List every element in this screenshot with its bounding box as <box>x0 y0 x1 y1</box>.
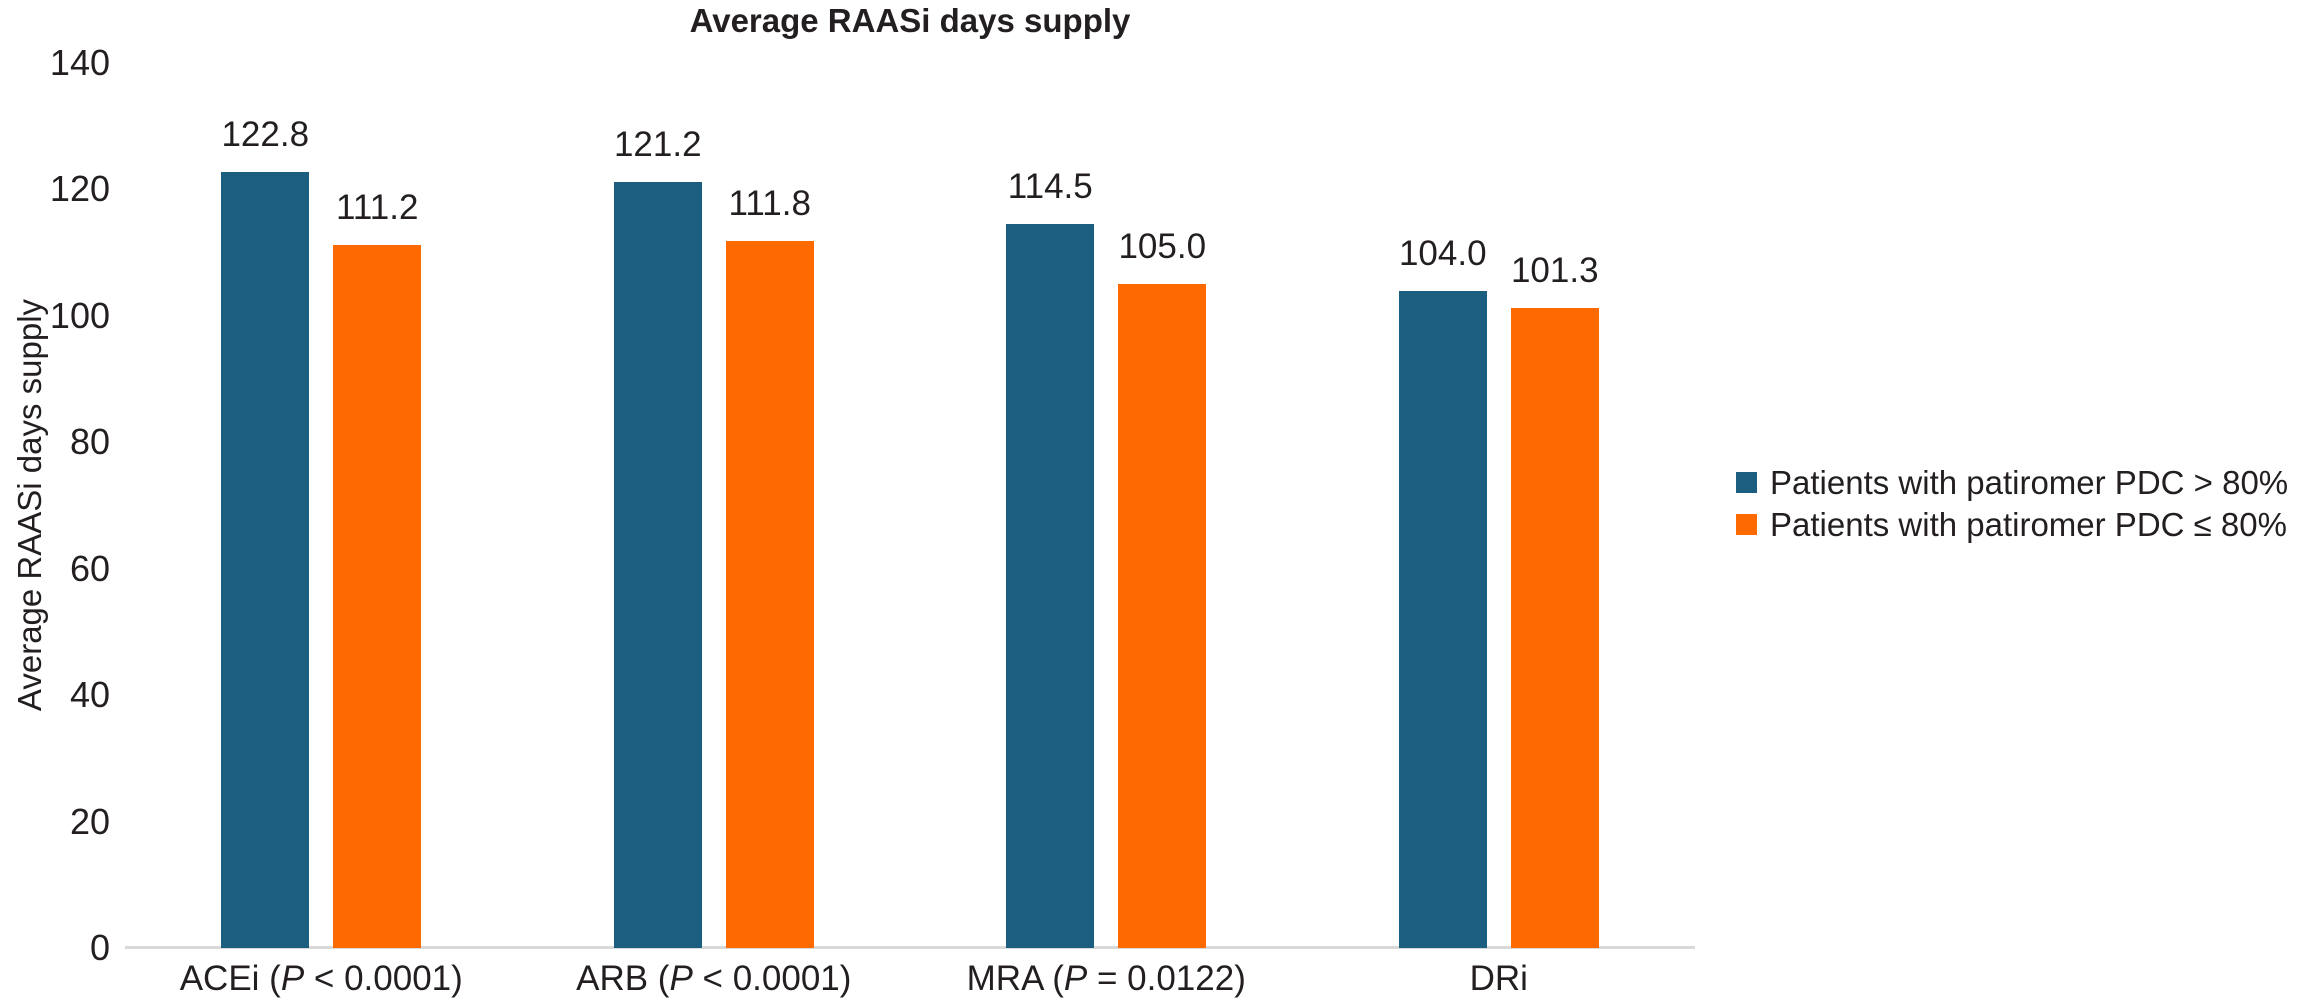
x-label-italic-p: P <box>669 959 693 998</box>
x-axis-label: ARB (P < 0.0001) <box>518 959 911 999</box>
x-label-italic-p: P <box>1063 959 1088 998</box>
bar <box>725 241 814 948</box>
bar <box>1398 290 1487 948</box>
legend-label: Patients with patiromer PDC ≤ 80% <box>1770 505 2287 543</box>
x-axis-label: MRA (P = 0.0122) <box>910 959 1303 999</box>
value-label: 122.8 <box>221 114 310 154</box>
legend-swatch-icon <box>1736 471 1757 493</box>
y-tick-label: 0 <box>89 927 110 968</box>
bar <box>613 181 702 948</box>
x-axis-labels: ACEi (P < 0.0001) ARB (P < 0.0001) MRA (P … <box>125 959 1696 1006</box>
y-tick-label: 40 <box>69 674 110 716</box>
legend-item: Patients with patiromer PDC > 80% <box>1736 461 2288 503</box>
value-label: 111.2 <box>336 188 419 228</box>
legend-swatch-icon <box>1736 513 1757 535</box>
value-label: 104.0 <box>1398 233 1487 273</box>
legend-label: Patients with patiromer PDC > 80% <box>1770 463 2289 501</box>
x-label-suffix: < 0.0001) <box>692 959 852 998</box>
bar <box>221 171 310 948</box>
bar <box>1118 284 1207 948</box>
x-axis-line <box>125 946 1695 949</box>
bar <box>1006 224 1095 948</box>
y-tick-label: 60 <box>69 547 110 589</box>
y-tick-label: 20 <box>69 800 110 842</box>
value-label: 111.8 <box>728 184 811 224</box>
x-label-prefix: ACEi ( <box>179 959 281 998</box>
plot-area: 122.8 111.2 121.2 111.8 114.5 105.0 104.0 101.3 <box>125 63 1695 948</box>
x-axis-label: DRi <box>1303 959 1696 999</box>
legend-item: Patients with patiromer PDC ≤ 80% <box>1736 503 2288 545</box>
chart-title: Average RAASi days supply <box>689 2 1131 39</box>
x-label-prefix: DRi <box>1469 959 1528 998</box>
x-label-prefix: MRA ( <box>966 959 1064 998</box>
y-tick-label: 120 <box>49 168 110 210</box>
value-label: 121.2 <box>613 124 702 164</box>
value-label: 105.0 <box>1118 227 1207 267</box>
bar <box>333 245 422 948</box>
value-label: 101.3 <box>1510 250 1599 290</box>
x-label-italic-p: P <box>280 959 305 998</box>
y-tick-label: 140 <box>49 42 110 83</box>
x-label-prefix: ARB ( <box>576 959 670 998</box>
legend: Patients with patiromer PDC > 80% Patient… <box>1736 461 2288 545</box>
bar <box>1510 307 1599 948</box>
x-axis-label: ACEi (P < 0.0001) <box>125 959 518 999</box>
y-tick-label: 100 <box>49 294 110 336</box>
y-tick-label: 80 <box>69 421 110 463</box>
value-label: 114.5 <box>1007 167 1093 207</box>
x-label-suffix: = 0.0122) <box>1087 959 1246 998</box>
x-label-suffix: < 0.0001) <box>304 959 463 998</box>
y-axis-tick-labels: 0 20 40 60 80 100 120 140 <box>0 0 110 1006</box>
